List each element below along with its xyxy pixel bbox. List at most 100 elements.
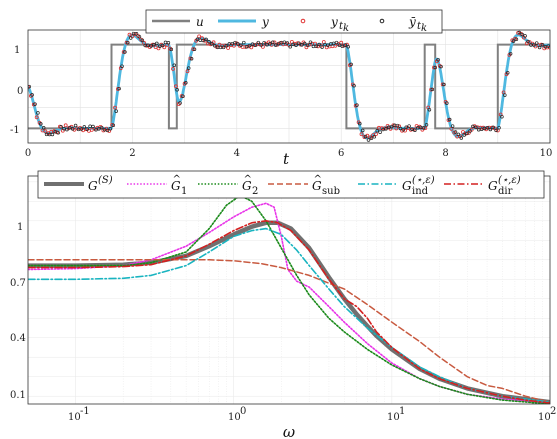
ybar-point xyxy=(70,127,75,131)
ybar-point xyxy=(317,42,321,47)
bode-x-ticks: 10 -1 10 0 10 1 10 2 xyxy=(68,406,556,423)
bode-series xyxy=(28,194,550,404)
ybar-point xyxy=(111,123,116,127)
legend-label-main: G xyxy=(242,179,252,193)
ybar-point xyxy=(401,127,406,132)
y-tick-label-0.4: 0.4 xyxy=(10,333,26,344)
legend-label-sub: sub xyxy=(322,186,340,197)
ybar-point xyxy=(259,43,263,47)
ybar-point xyxy=(378,130,382,134)
series-line-G2 xyxy=(28,194,550,404)
ybar-point xyxy=(433,65,437,70)
ybar-point xyxy=(488,127,493,132)
ybar-point xyxy=(39,122,43,126)
y-tick-label-0.7: 0.7 xyxy=(10,278,26,289)
ybar-point xyxy=(427,107,432,112)
ybar-point xyxy=(152,42,156,47)
yt-point xyxy=(226,46,231,50)
ybar-point xyxy=(505,71,510,75)
legend-yt-subsub: k xyxy=(343,23,349,34)
ybar-point xyxy=(137,34,142,39)
ybar-point xyxy=(462,133,466,137)
ybar-point xyxy=(268,42,272,46)
ybar-point xyxy=(526,39,530,44)
ybar-point xyxy=(302,41,307,46)
yt-point xyxy=(432,65,436,70)
ybar-point xyxy=(468,129,472,133)
ybar-point xyxy=(128,36,133,40)
ybar-point xyxy=(445,101,449,105)
ybar-point xyxy=(178,101,182,105)
legend-yt-label: y xyxy=(330,15,338,29)
yt-point xyxy=(171,67,175,71)
x-tick-label-10: 10 xyxy=(540,148,553,159)
ybar-point xyxy=(91,124,95,129)
ybar-point xyxy=(140,38,145,43)
ybar-point xyxy=(28,84,31,89)
ybar-point xyxy=(358,121,362,126)
yt-point xyxy=(185,69,190,74)
y-tick-label-1: 1 xyxy=(14,45,20,56)
ybar-point xyxy=(247,43,252,48)
legend-hat-icon: ^ xyxy=(314,174,322,185)
legend-item-G1: G^1 xyxy=(127,174,187,197)
x-tick-exp: 1 xyxy=(399,406,405,417)
yt-point xyxy=(429,87,434,92)
time-legend: u y y t k ȳ t k xyxy=(145,9,443,34)
ybar-point xyxy=(511,39,516,43)
ybar-point xyxy=(326,43,330,47)
legend-label-main: G xyxy=(488,179,498,193)
legend-yt-swatch xyxy=(300,18,306,24)
x-tick-label-0: 0 xyxy=(25,148,31,159)
yt-point xyxy=(113,105,117,110)
ybar-point xyxy=(349,62,353,67)
ybar-point xyxy=(337,43,342,47)
yt-point xyxy=(365,133,370,138)
x-tick-base: 10 xyxy=(538,412,551,423)
ybar-point xyxy=(213,44,217,48)
ybar-point xyxy=(59,125,63,129)
ybar-point xyxy=(65,127,69,132)
legend-label-sup: (⋆,ε) xyxy=(498,175,521,186)
ybar-point xyxy=(233,40,237,45)
ybar-point xyxy=(540,42,545,47)
ybar-point xyxy=(201,38,205,43)
yt-point xyxy=(43,129,48,134)
ybar-point xyxy=(517,30,522,35)
ybar-point xyxy=(442,82,446,87)
ybar-point xyxy=(297,41,301,45)
ybar-point xyxy=(465,131,469,136)
ybar-point xyxy=(439,64,443,69)
ybar-point xyxy=(459,136,464,140)
bode-plot: 0.1 0.4 0.7 1 10 -1 10 0 10 1 10 2 ω xyxy=(10,170,556,439)
ybar-point xyxy=(236,42,240,46)
x-tick-exp: 0 xyxy=(240,406,246,417)
bode-legend: G (S) G^1 G^2 G^sub G (⋆,ε)ind G (⋆,ε)dir xyxy=(37,170,545,199)
ybar-point xyxy=(523,34,527,38)
legend-label-sub: ind xyxy=(412,186,429,197)
x-tick-label-8: 8 xyxy=(442,148,448,159)
ybar-point xyxy=(97,127,101,131)
bode-y-ticks: 0.1 0.4 0.7 1 xyxy=(10,222,26,401)
ybar-point xyxy=(497,125,501,130)
y-tick-label-0.1: 0.1 xyxy=(10,390,26,401)
ybar-point xyxy=(134,32,139,36)
ybar-point xyxy=(120,64,124,68)
legend-yt-sub: t xyxy=(339,21,344,32)
ybar-point xyxy=(285,41,290,45)
ybar-point xyxy=(320,45,324,49)
ybar-point xyxy=(82,125,87,129)
ybar-point xyxy=(224,44,229,48)
time-x-ticks: 0 2 4 6 8 10 xyxy=(25,148,553,159)
samples-ybar-series xyxy=(28,30,550,142)
ybar-point xyxy=(305,43,310,48)
yt-point xyxy=(295,41,300,46)
ybar-point xyxy=(56,130,60,135)
yt-point xyxy=(179,94,184,98)
yt-point xyxy=(34,115,39,120)
time-x-axis-label: t xyxy=(283,150,290,168)
ybar-point xyxy=(398,126,403,131)
ybar-point xyxy=(204,37,208,42)
x-tick-label-4: 4 xyxy=(234,148,240,159)
